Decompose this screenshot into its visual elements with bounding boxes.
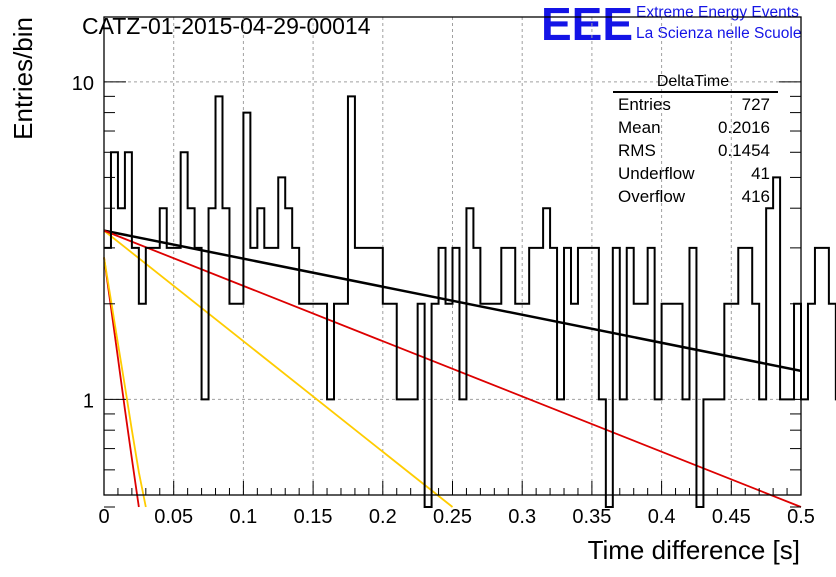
curve-mid — [103, 229, 454, 508]
x-tick-label: 0.5 — [787, 506, 815, 528]
grid-lines — [104, 17, 801, 495]
logo-line-1: Extreme Energy Events — [636, 4, 799, 21]
stats-title: DeltaTime — [657, 73, 729, 90]
stats-label: Underflow — [618, 164, 695, 183]
x-tick-label: 0.1 — [229, 506, 257, 528]
histogram-outline — [104, 95, 836, 508]
plot-frame — [103, 16, 802, 496]
x-tick-label: 0.2 — [369, 506, 397, 528]
x-tick-label: 0.45 — [712, 506, 751, 528]
logo-mark: EEE — [541, 0, 633, 50]
x-tick-label: 0.15 — [294, 506, 333, 528]
stats-value: 416 — [742, 187, 770, 206]
stats-label: Overflow — [618, 187, 686, 206]
stats-label: RMS — [618, 141, 656, 160]
curve-fast-alt — [103, 257, 147, 508]
stats-label: Entries — [618, 95, 671, 114]
stats-rows: Entries 727 Mean 0.2016 RMS 0.1454 Underflow 41… — [618, 95, 770, 206]
y-tick-label: 10 — [72, 73, 94, 95]
x-axis-label: Time difference [s] — [588, 535, 800, 565]
logo-line-2: La Scienza nelle Scuole — [636, 25, 801, 42]
stats-value: 41 — [751, 164, 770, 183]
x-tick-label: 0 — [98, 506, 109, 528]
curve-slow — [103, 229, 802, 508]
tick-labels: 0 0.05 0.1 0.15 0.2 0.25 0.3 0.35 0.4 0.45 0.5 1 10 — [72, 73, 815, 528]
x-tick-label: 0.3 — [508, 506, 536, 528]
x-tick-label: 0.4 — [648, 506, 676, 528]
stats-value: 0.2016 — [718, 118, 770, 137]
x-tick-label: 0.05 — [154, 506, 193, 528]
stats-box: DeltaTime Entries 727 Mean 0.2016 RMS 0.1454 U… — [613, 73, 778, 206]
x-tick-label: 0.35 — [572, 506, 611, 528]
y-axis-label: Entries/bin — [8, 17, 38, 140]
stats-value: 0.1454 — [718, 141, 770, 160]
stats-value: 727 — [742, 95, 770, 114]
curve-fast — [103, 257, 140, 508]
axis-ticks — [103, 81, 802, 508]
y-tick-label: 1 — [83, 390, 94, 412]
x-tick-label: 0.25 — [433, 506, 472, 528]
stats-label: Mean — [618, 118, 661, 137]
